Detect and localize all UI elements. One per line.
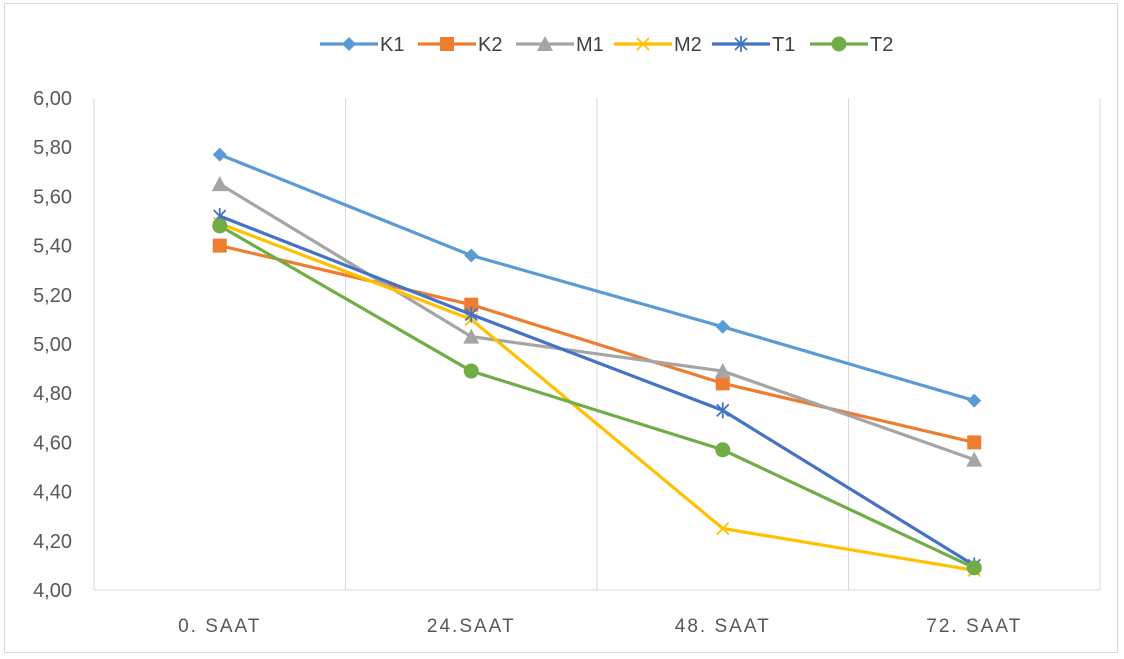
series-m2-line [219,221,975,572]
series-m1-line [218,182,975,462]
legend-label-m1: M1 [576,34,604,56]
series-t1-point [716,402,730,419]
series-m1-point [714,363,731,379]
chart-frame [4,3,1118,653]
series-k2-point [967,435,982,450]
series-k1-point [967,393,982,408]
series-m2-point-stroke [716,521,730,536]
axes: 4,00 4,20 4,40 4,60 4,80 5,00 5,20 5,40 5,60 5,80… [33,88,1100,637]
grid-lines [345,98,1101,590]
legend-label-m2: M2 [674,34,702,56]
legend-marker-k1 [342,37,356,51]
legend-item-m1: M1 [516,34,604,56]
series-t2-point [715,442,731,458]
legend-marker-k2 [440,37,454,51]
series-k1-line [219,153,975,403]
legend-item-t2: T2 [810,34,893,56]
series-k1-point [212,147,227,162]
legend-item-k2: K2 [418,34,502,56]
series-t2-line [218,224,975,570]
legend-item-k1: K1 [320,34,404,56]
series-m2-point [716,521,730,536]
x-tick-label: 72. SAAT [926,616,1022,637]
series-k2-point [464,297,479,312]
legend: K1 K2 M1 M2 T1 T2 [320,34,893,56]
series-t2-point [463,363,479,379]
series-k1-point [715,319,730,334]
y-tick-label: 4,20 [33,531,72,553]
series-t2 [212,218,982,576]
legend-label-t1: T1 [772,34,795,56]
series-k2-point [715,376,730,391]
y-tick-label: 5,40 [33,236,72,258]
series-m1 [211,176,983,467]
y-tick-label: 6,00 [33,88,72,110]
y-tick-label: 4,40 [33,482,72,504]
y-tick-label: 4,80 [33,383,72,405]
x-tick-label: 24.SAAT [427,616,516,637]
series-k2 [212,238,982,450]
y-tick-label: 5,20 [33,285,72,307]
series-lines [211,147,983,577]
legend-marker-m2-stroke [636,37,650,51]
series-t2-point [212,218,228,234]
series-k2-line [219,244,975,444]
series-k1 [212,147,982,408]
legend-label-t2: T2 [870,34,893,56]
legend-item-m2: M2 [614,34,702,56]
series-t1-line [219,214,976,567]
y-tick-label: 4,00 [33,580,72,602]
legend-marker-t2 [831,36,847,52]
y-tick-label: 5,60 [33,186,72,208]
series-t1-point [464,306,478,323]
series-m1-point [211,176,228,192]
series-k2-point [212,238,227,253]
series-m1-point [463,328,480,344]
legend-marker-m1 [537,36,553,51]
legend-item-t1: T1 [712,34,795,56]
legend-marker-m2 [636,37,650,51]
x-tick-label: 0. SAAT [178,616,261,637]
legend-marker-t1 [734,36,748,52]
x-tick-label: 48. SAAT [675,616,771,637]
series-t2-point [966,560,982,576]
legend-label-k1: K1 [380,34,404,56]
series-k1-point [464,248,479,263]
y-tick-label: 5,80 [33,137,72,159]
y-tick-label: 4,60 [33,432,72,454]
series-m1-point [966,451,983,467]
legend-label-k2: K2 [478,34,502,56]
y-tick-label: 5,00 [33,334,72,356]
